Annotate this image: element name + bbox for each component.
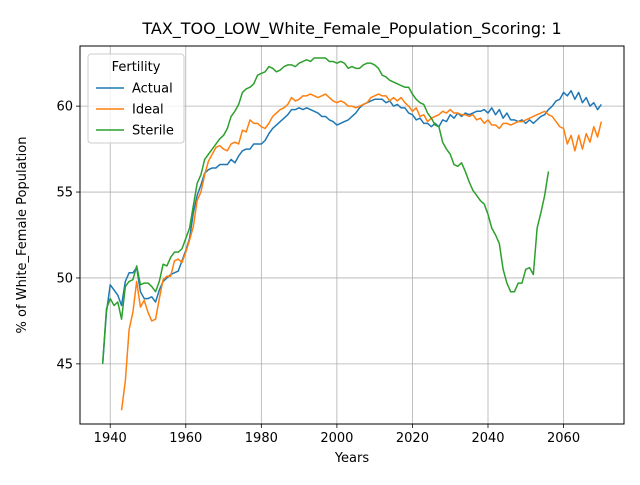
y-tick-label: 60 xyxy=(56,100,73,115)
legend-box xyxy=(87,53,185,144)
x-axis-label: Years xyxy=(334,451,370,466)
y-tick-label: 50 xyxy=(56,271,73,286)
x-tick-label: 2000 xyxy=(320,431,353,446)
series-line-sterile xyxy=(101,57,550,364)
x-tick-label: 2060 xyxy=(547,431,580,446)
y-tick-label: 55 xyxy=(56,186,73,201)
x-tick-label: 2040 xyxy=(471,431,504,446)
plot-area-frame xyxy=(79,45,625,425)
series-lines xyxy=(101,57,603,411)
x-tick-label: 1980 xyxy=(245,431,278,446)
legend-label-ideal: Ideal xyxy=(132,103,164,118)
legend: Fertility Actual Ideal Sterile xyxy=(87,53,185,144)
chart-title: TAX_TOO_LOW_White_Female_Population_Scor… xyxy=(141,19,561,39)
legend-label-sterile: Sterile xyxy=(132,124,174,139)
axis-ticks: 1940 1960 1980 2000 2020 2040 2060 45 50 55 60 xyxy=(56,100,580,446)
x-tick-label: 1940 xyxy=(94,431,127,446)
legend-title: Fertility xyxy=(112,60,161,75)
y-tick-label: 45 xyxy=(56,357,73,372)
x-tick-label: 1960 xyxy=(169,431,202,446)
y-axis-label: % of White_Female Population xyxy=(15,137,30,334)
x-tick-label: 2020 xyxy=(396,431,429,446)
legend-label-actual: Actual xyxy=(132,82,173,97)
series-line-ideal xyxy=(120,93,603,411)
